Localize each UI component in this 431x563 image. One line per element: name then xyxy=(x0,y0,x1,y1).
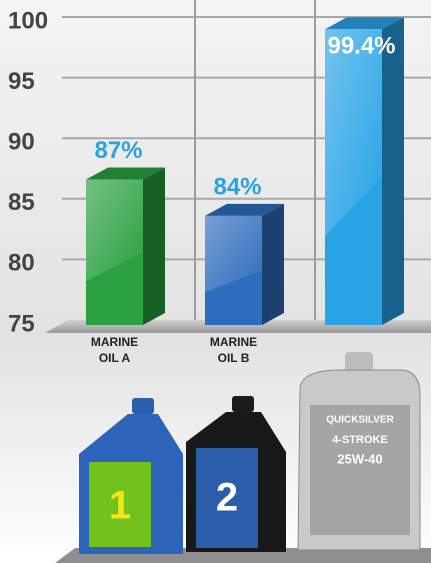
bottle-label: 2 xyxy=(216,476,238,520)
x-tick-label: MARINE OIL A xyxy=(90,335,139,365)
bottle-1: 1 xyxy=(79,398,183,554)
y-tick-label: 95 xyxy=(8,68,35,95)
value-label: 99.4% xyxy=(327,33,395,60)
bar-shine xyxy=(205,215,262,293)
bottle-2: 2 xyxy=(186,396,286,552)
x-tick-label: MARINE OIL B xyxy=(209,335,258,365)
bar-side xyxy=(262,203,284,325)
bar-side xyxy=(382,17,404,325)
y-tick-label: 80 xyxy=(8,250,35,277)
bar-shine xyxy=(325,29,382,237)
product-grade: 25W-40 xyxy=(337,451,382,466)
bar xyxy=(205,203,284,325)
bar-top xyxy=(325,17,404,30)
value-label: 87% xyxy=(94,137,142,164)
bottle-label: 1 xyxy=(109,484,131,528)
bar xyxy=(325,17,404,325)
y-tick-label: 75 xyxy=(8,310,35,337)
y-tick-label: 90 xyxy=(8,129,35,156)
y-tick-label: 100 xyxy=(8,7,48,34)
bar-top xyxy=(86,167,165,180)
bar-shine xyxy=(86,179,143,282)
bar-side xyxy=(143,167,165,325)
bottle-3: QUICKSILVER 4-STROKE 25W-40 xyxy=(297,352,421,551)
bars xyxy=(86,17,404,325)
bar xyxy=(86,167,165,325)
bar-top xyxy=(205,203,284,216)
product-type: 4-STROKE xyxy=(332,434,388,446)
product-brand: QUICKSILVER xyxy=(326,415,394,426)
value-label: 84% xyxy=(213,173,261,200)
y-tick-label: 85 xyxy=(8,189,35,216)
